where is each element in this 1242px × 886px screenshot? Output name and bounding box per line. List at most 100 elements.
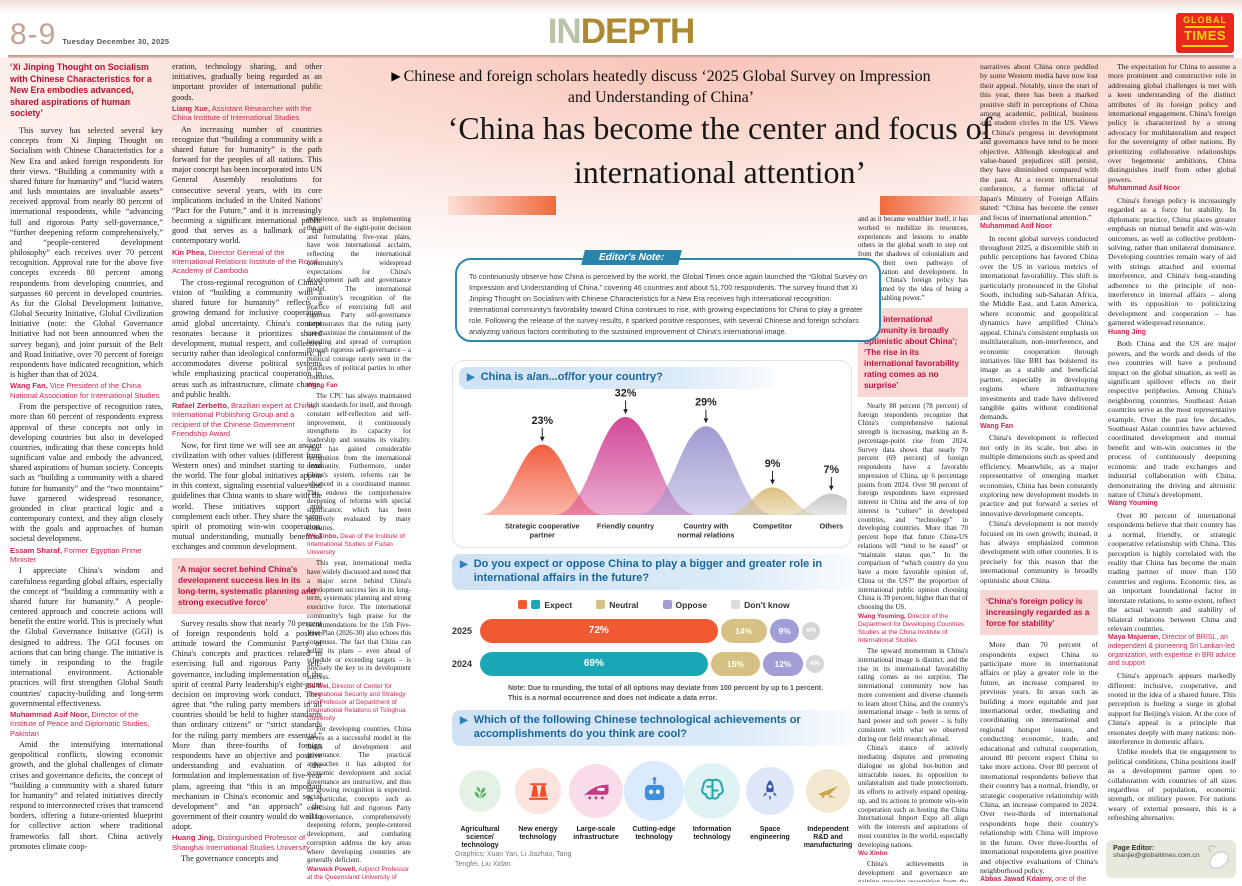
logo-global-text: GLOBAL bbox=[1183, 15, 1227, 25]
editors-note-box: Editor's Note: To continuously observe h… bbox=[455, 250, 881, 342]
body-paragraph: Over 80 percent of international respond… bbox=[1108, 511, 1236, 633]
dam-icon bbox=[515, 767, 561, 814]
body-paragraph: The governance concepts and bbox=[181, 854, 279, 864]
arrow-icon: ▶ bbox=[460, 715, 468, 726]
body-paragraph: China's development is not merely focuse… bbox=[980, 519, 1098, 585]
tech-item-label: Information technology bbox=[692, 825, 732, 841]
page-editor-box: Page Editor: shanjie@globaltimes.com.cn bbox=[1106, 840, 1236, 878]
body-paragraph: Survey results show that nearly 70 perce… bbox=[172, 618, 322, 832]
legend-item: Neutral bbox=[596, 600, 639, 610]
legend-swatch bbox=[518, 600, 528, 609]
tech-item: Independent R&D and manufacturing bbox=[800, 758, 856, 851]
survey-chart-role-expectation: ▶ Do you expect or oppose China to play a… bbox=[452, 554, 856, 704]
svg-text:23%: 23% bbox=[532, 415, 554, 427]
body-paragraph: The upward momentum in China's internati… bbox=[858, 647, 968, 743]
body-paragraph: From the perspective of recognition rate… bbox=[10, 402, 163, 544]
article-column-3: experience, such as implementing the spi… bbox=[307, 215, 411, 882]
svg-text:Friendly country: Friendly country bbox=[597, 522, 655, 531]
article-column-1: ‘Xi Jinping Thought on Socialism with Ch… bbox=[10, 62, 163, 882]
body-paragraph: This survey has selected several key con… bbox=[10, 126, 163, 380]
masthead: INDEPTH bbox=[0, 14, 1242, 49]
contributor-byline: Wang Youming bbox=[1108, 500, 1158, 508]
bar-row: 2024 69% 15% 12% 4% bbox=[452, 651, 856, 676]
tech-item: New energy technology bbox=[510, 758, 566, 851]
body-paragraph: China's stance of actively mediating dis… bbox=[858, 744, 968, 849]
legend-item: Don't know bbox=[731, 600, 790, 610]
chart-title: ▶ Which of the following Chinese technolo… bbox=[452, 710, 856, 746]
headline-accent-bar-right bbox=[880, 196, 988, 215]
editors-note-text: To continuously observe how China is per… bbox=[469, 272, 867, 336]
body-paragraph: China's development is reflected not onl… bbox=[980, 433, 1098, 518]
article-column-2: eration, technology sharing, and other i… bbox=[172, 62, 322, 882]
body-paragraph: The expectation for China to assume a mo… bbox=[1108, 62, 1236, 184]
wheat-icon bbox=[459, 769, 501, 812]
tech-item: Agricultural science/ technology bbox=[452, 758, 508, 851]
tech-icons-row: Agricultural science/ technology New ener… bbox=[452, 758, 856, 851]
plane-icon bbox=[806, 768, 850, 813]
body-paragraph: The CPC has always maintained high stand… bbox=[307, 392, 411, 532]
robot-icon bbox=[624, 760, 684, 821]
mountain-chart-canvas: 23% 32% 29% 9% 7% Strategic cooperative partne… bbox=[459, 387, 878, 552]
rocket-icon bbox=[746, 766, 794, 815]
contributor-byline: Huang Jing, Distinguished Professor of S… bbox=[172, 833, 310, 852]
contributor-byline: Wang Fan bbox=[307, 382, 338, 390]
tech-item-label: New energy technology bbox=[518, 825, 558, 841]
body-paragraph: eration, technology sharing, and other i… bbox=[172, 62, 322, 102]
body-paragraph: experience, such as implementing the spi… bbox=[307, 215, 411, 381]
logo-divider-bottom bbox=[1181, 45, 1229, 47]
svg-text:partner: partner bbox=[530, 531, 555, 540]
chart-footnote: Note: Due to rounding, the total of all … bbox=[508, 684, 824, 702]
svg-text:Others: Others bbox=[820, 522, 844, 531]
contributor-byline: Essam Sharaf, Former Egyptian Prime Mini… bbox=[10, 545, 142, 565]
bar-row: 2025 72% 14% 9% 6% bbox=[452, 618, 856, 643]
bar-segment: 72% bbox=[480, 618, 718, 643]
main-headline: ‘China has become the center and focus o… bbox=[447, 110, 993, 191]
editors-note-tab: Editor's Note: bbox=[581, 250, 683, 265]
contributor-byline: Wang Fan bbox=[980, 422, 1014, 430]
section-heading: ‘Xi Jinping Thought on Socialism with Ch… bbox=[10, 62, 152, 119]
globaltimes-logo: GLOBAL TIMES bbox=[1176, 13, 1234, 53]
contributor-byline: Da Wei, Director of Center for Internati… bbox=[307, 682, 406, 723]
body-paragraph: For developing countries, China serves a… bbox=[307, 725, 411, 865]
bar-segment: 15% bbox=[710, 651, 761, 676]
contributor-byline: Wu Xinbo, Dean of the Institute of Inter… bbox=[307, 533, 405, 557]
contributor-byline: Kin Phea, Director General of the Intern… bbox=[172, 247, 318, 276]
body-paragraph: The cross-regional recognition of China'… bbox=[172, 277, 322, 399]
survey-chart-tech-achievements: ▶ Which of the following Chinese technolo… bbox=[452, 710, 856, 850]
body-paragraph: This year, international media have wide… bbox=[307, 559, 411, 682]
logo-divider bbox=[1184, 26, 1226, 29]
body-paragraph: China's achievements in development and … bbox=[858, 860, 968, 882]
contributor-byline: Maya Majueran, Director of BRISL, an ind… bbox=[1108, 634, 1236, 668]
bar-segment: 14% bbox=[720, 618, 767, 643]
article-column-5: narratives about China once peddled by s… bbox=[980, 62, 1098, 882]
contributor-byline: Abbas Jawad Kdaimy, one of the translato… bbox=[980, 876, 1087, 882]
tech-item-label: Large-scale infrastructure bbox=[573, 825, 619, 841]
header-rule bbox=[8, 55, 1234, 58]
mouse-icon bbox=[1198, 842, 1232, 874]
tech-item: Space engineering bbox=[742, 758, 798, 851]
svg-text:normal relations: normal relations bbox=[677, 531, 734, 540]
page-editor-email: shanjie@globaltimes.com.cn bbox=[1113, 852, 1200, 859]
article-column-6: The expectation for China to assume a mo… bbox=[1108, 62, 1236, 882]
tech-item-label: Space engineering bbox=[750, 825, 790, 841]
graphics-credit: Graphics: Xuan Yan, Li Jiazhao, Tang Ten… bbox=[455, 851, 572, 869]
tech-item-label: Independent R&D and manufacturing bbox=[803, 825, 853, 850]
svg-text:29%: 29% bbox=[695, 397, 717, 409]
pull-quote: ‘A major secret behind China's developme… bbox=[172, 557, 322, 614]
legend-swatch bbox=[731, 600, 741, 609]
brain-icon bbox=[684, 762, 740, 819]
tech-item: Information technology bbox=[684, 758, 740, 851]
tech-item-label: Agricultural science/ technology bbox=[460, 825, 500, 850]
headline-accent-bar-left bbox=[448, 196, 556, 215]
bar-segment: 6% bbox=[802, 621, 821, 640]
legend-swatch bbox=[662, 600, 672, 609]
body-paragraph: China's foreign policy is increasingly r… bbox=[1108, 196, 1236, 328]
svg-text:Strategic cooperative: Strategic cooperative bbox=[505, 522, 580, 531]
masthead-in: IN bbox=[547, 12, 582, 51]
contributor-byline: Liang Xue, Assistant Researcher with the… bbox=[172, 103, 312, 123]
svg-text:7%: 7% bbox=[824, 464, 840, 476]
legend-swatch bbox=[531, 600, 541, 609]
body-paragraph: China's approach appears markedly differ… bbox=[1108, 671, 1236, 747]
top-gradient-strip bbox=[0, 0, 1242, 13]
chart-title: ▶ Do you expect or oppose China to play a… bbox=[452, 554, 856, 590]
